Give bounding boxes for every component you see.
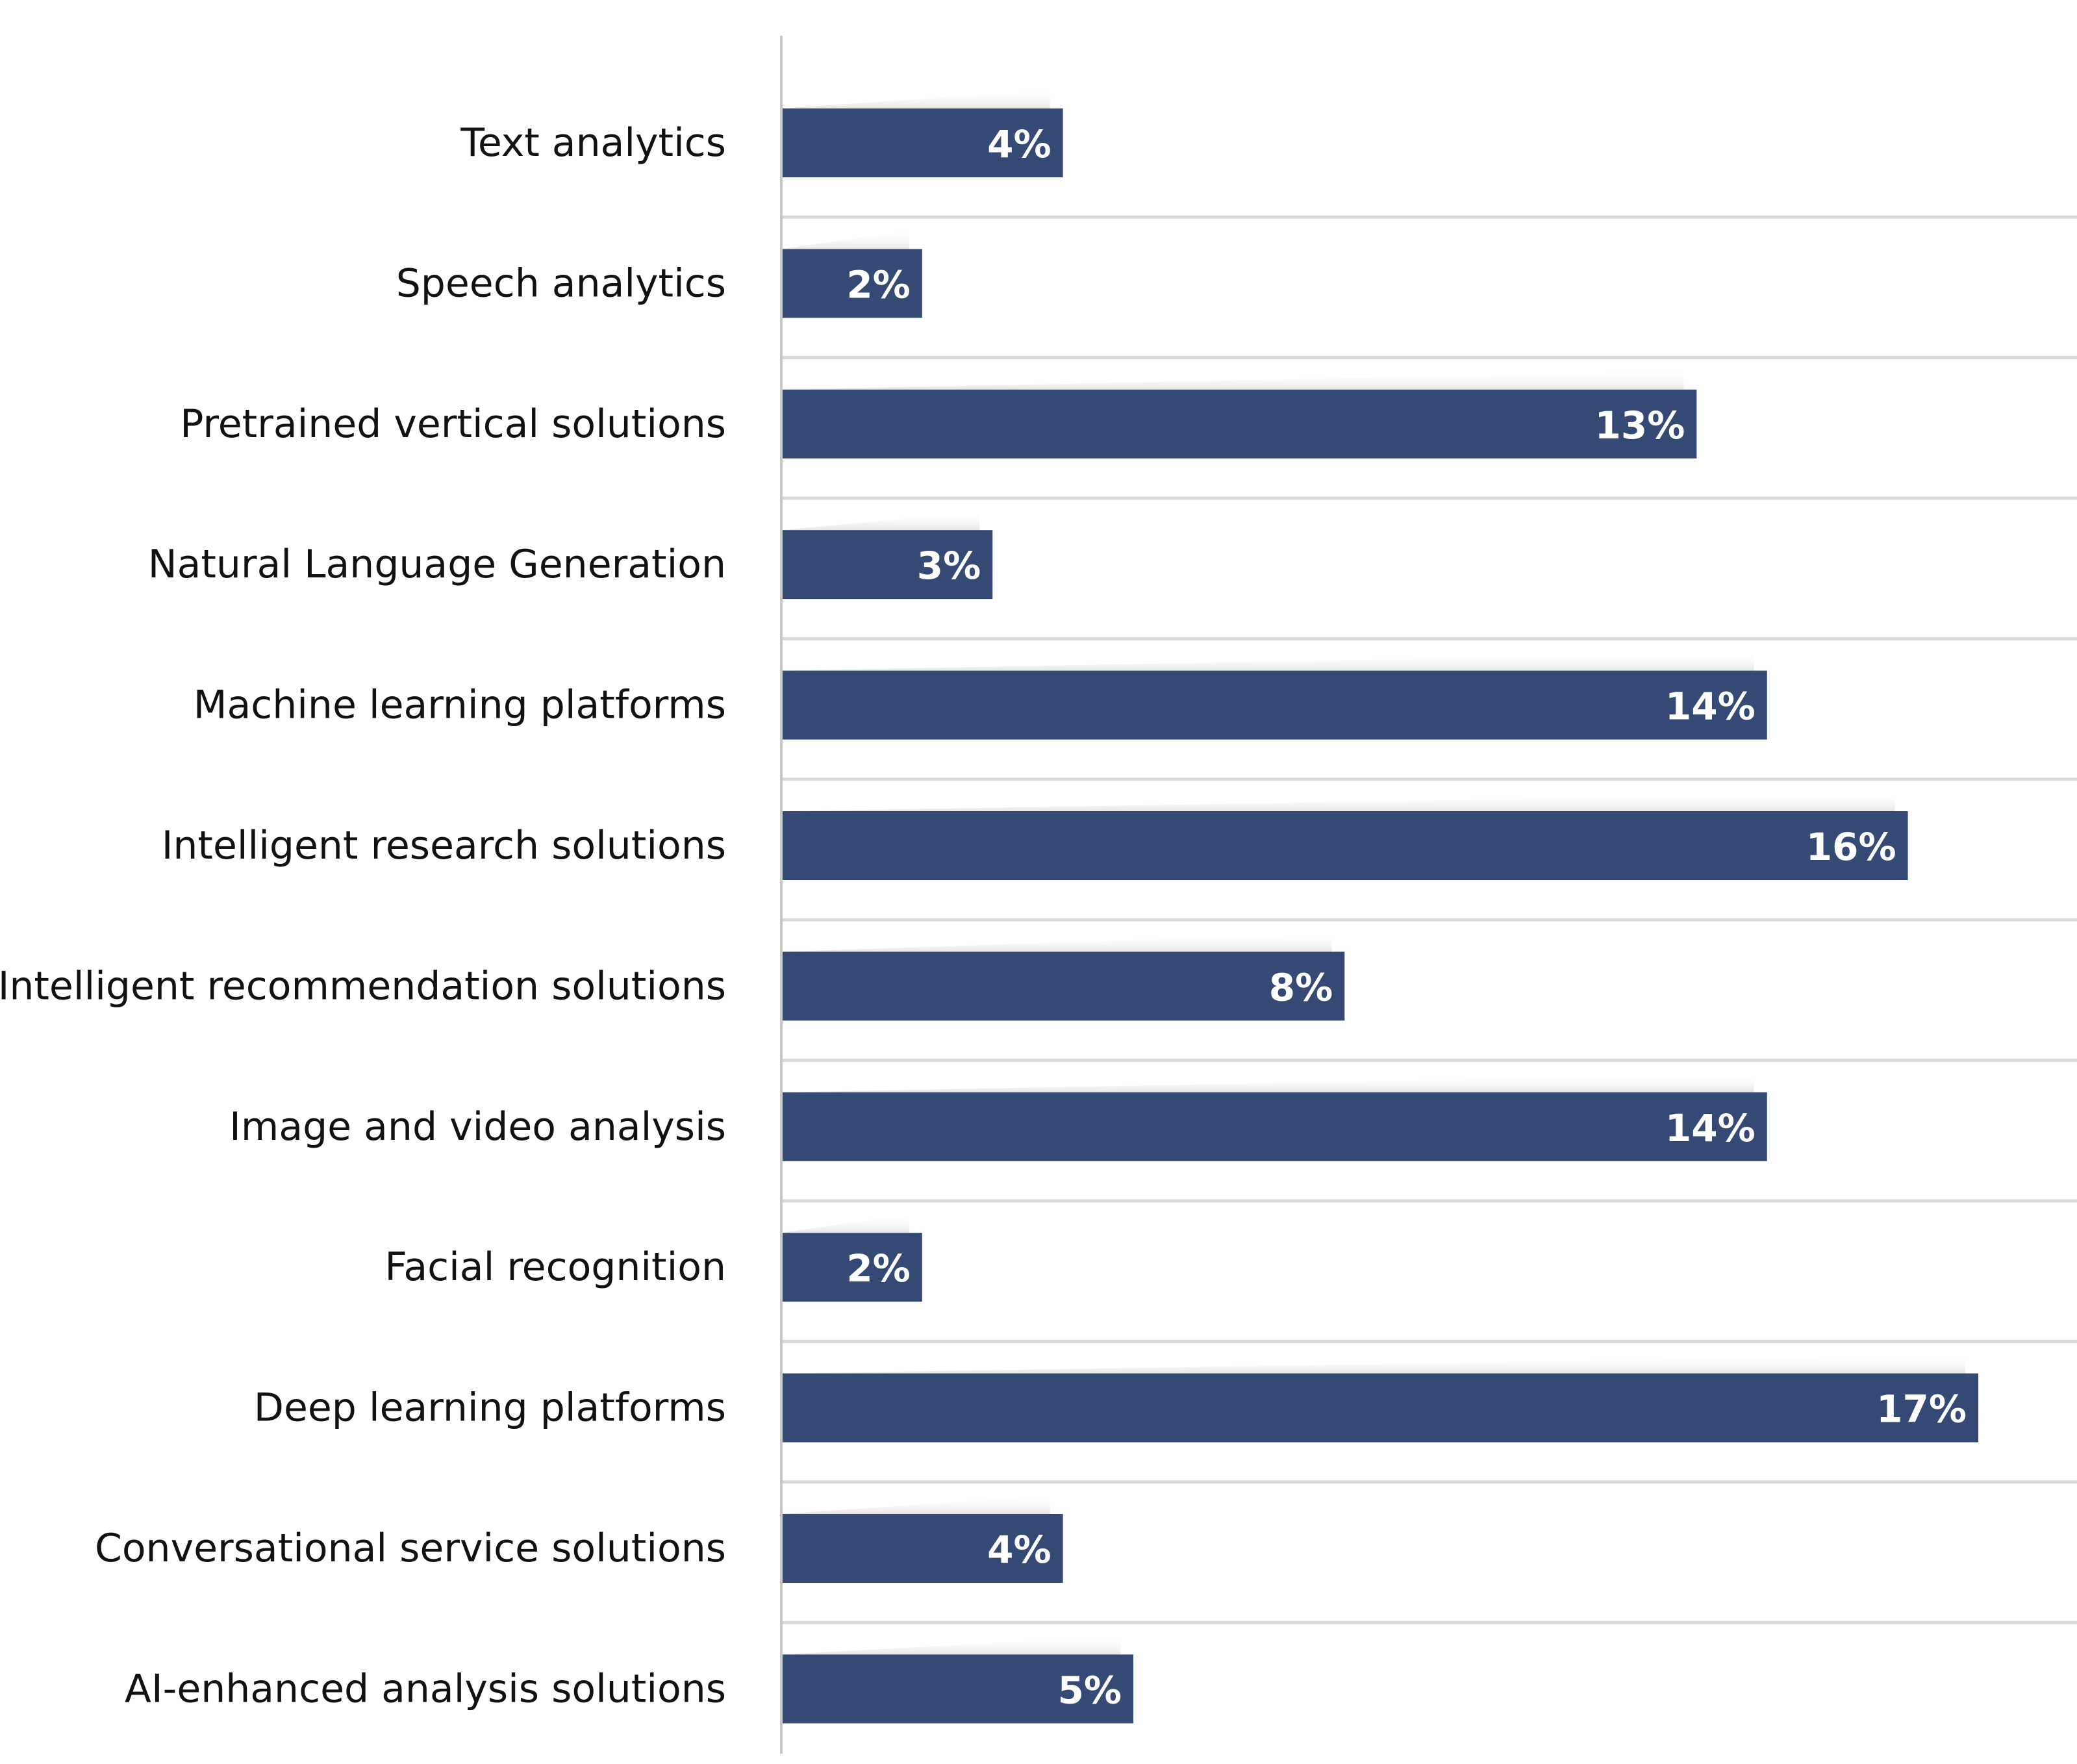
bar-shadow <box>781 1215 909 1233</box>
bar-10 <box>781 1373 1978 1443</box>
value-label: 14% <box>1665 1106 1756 1150</box>
bar-shadow <box>781 231 909 249</box>
category-label: Speech analytics <box>396 260 726 306</box>
value-label: 2% <box>846 1246 910 1291</box>
category-label: Intelligent recommendation solutions <box>0 963 726 1009</box>
category-label: Image and video analysis <box>229 1104 726 1150</box>
bar-1 <box>781 108 1063 177</box>
value-label: 3% <box>917 544 981 588</box>
bar-shadow <box>781 933 1332 952</box>
bar-4 <box>781 530 993 599</box>
bar-2 <box>781 249 922 318</box>
bar-shadow <box>781 1355 1965 1374</box>
bar-8 <box>781 1092 1767 1161</box>
bar-shadow <box>781 512 980 531</box>
bar-11 <box>781 1514 1063 1583</box>
value-label: 4% <box>987 1528 1051 1572</box>
value-label: 14% <box>1665 685 1756 729</box>
value-label: 8% <box>1269 965 1333 1009</box>
bar-shadow <box>781 90 1050 108</box>
bar-shadow <box>781 1636 1121 1655</box>
category-label: Intelligent research solutions <box>162 823 726 868</box>
category-label: Pretrained vertical solutions <box>180 401 726 447</box>
bar-6 <box>781 811 1908 880</box>
bar-12 <box>781 1654 1134 1724</box>
bar-5 <box>781 670 1767 740</box>
bar-shadow <box>781 652 1754 671</box>
category-label: Conversational service solutions <box>95 1526 726 1571</box>
value-label: 4% <box>987 122 1051 166</box>
value-label: 17% <box>1876 1387 1967 1431</box>
value-label: 16% <box>1806 825 1896 869</box>
category-label: Text analytics <box>460 120 726 166</box>
bar-shadow <box>781 1496 1050 1514</box>
value-label: 2% <box>846 262 910 307</box>
bar-7 <box>781 951 1345 1021</box>
value-labels: 4% 2% 13% 3% 14% 16% 8% 14% 2% 17% 4% 5% <box>846 122 1967 1712</box>
value-label: 5% <box>1058 1668 1122 1712</box>
bar-9 <box>781 1233 922 1302</box>
category-label: Facial recognition <box>384 1244 726 1290</box>
bar-3 <box>781 389 1697 459</box>
bar-shadow <box>781 1074 1754 1092</box>
row-separators <box>781 215 2077 1624</box>
bars <box>781 108 1978 1724</box>
category-label: AI-enhanced analysis solutions <box>125 1666 726 1711</box>
category-label: Deep learning platforms <box>254 1385 726 1431</box>
value-label: 13% <box>1595 403 1685 447</box>
bar-shadow <box>781 371 1684 390</box>
bar-shadows <box>781 90 1965 1655</box>
category-label: Natural Language Generation <box>148 542 726 587</box>
category-labels: Text analytics Speech analytics Pretrained… <box>0 120 726 1711</box>
bar-shadow <box>781 793 1895 811</box>
category-label: Machine learning platforms <box>194 683 726 728</box>
